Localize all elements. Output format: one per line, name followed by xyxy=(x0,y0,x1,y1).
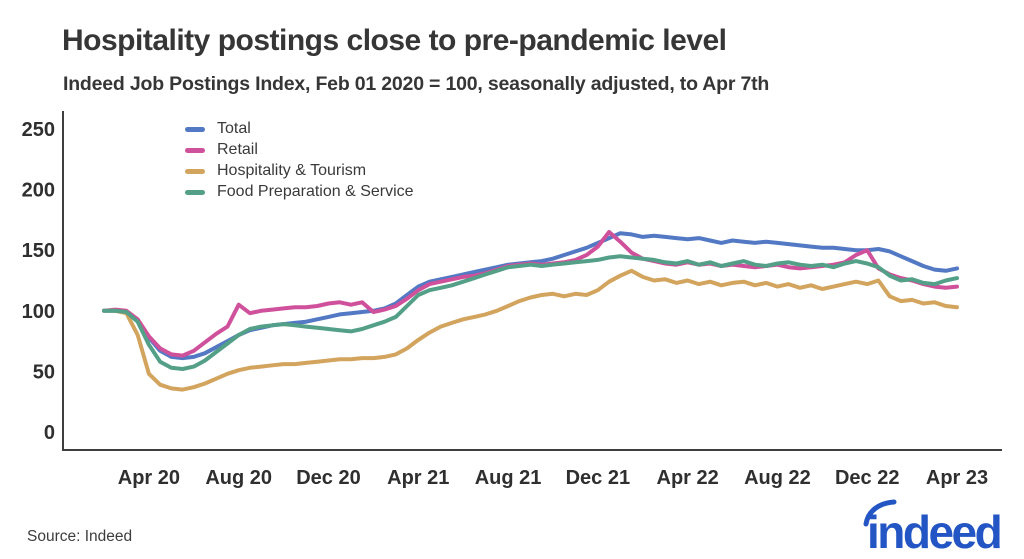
x-tick-label: Apr 23 xyxy=(926,467,988,489)
legend-swatch-icon xyxy=(185,147,205,153)
legend-item-total: Total xyxy=(185,120,414,138)
y-tick-label: 150 xyxy=(22,240,55,262)
x-tick-label: Apr 20 xyxy=(118,467,180,489)
legend-item-hospitality-tourism: Hospitality & Tourism xyxy=(185,162,414,180)
legend-item-food-preparation-service: Food Preparation & Service xyxy=(185,183,414,201)
x-axis-tick-labels: Apr 20 Aug 20 Dec 20 Apr 21 Aug 21 Dec 21 Apr … xyxy=(118,467,988,489)
x-tick-label: Dec 21 xyxy=(566,467,631,489)
indeed-logo-text: indeed xyxy=(867,506,1001,558)
x-tick-label: Apr 21 xyxy=(387,467,449,489)
y-tick-label: 200 xyxy=(22,180,55,202)
legend-label: Hospitality & Tourism xyxy=(217,162,367,179)
x-tick-label: Dec 20 xyxy=(296,467,361,489)
y-tick-label: 250 xyxy=(22,119,55,141)
indeed-logo-swoosh-icon xyxy=(863,499,897,527)
y-tick-label: 0 xyxy=(44,422,55,444)
axes xyxy=(62,111,1002,451)
y-tick-label: 50 xyxy=(33,361,55,383)
y-axis-tick-labels: 0 50 100 150 200 250 xyxy=(22,119,55,444)
page-subtitle: Indeed Job Postings Index, Feb 01 2020 =… xyxy=(63,73,770,95)
legend-label: Food Preparation & Service xyxy=(217,183,414,200)
x-tick-label: Aug 20 xyxy=(205,467,272,489)
series-line-hospitality-tourism xyxy=(102,268,959,392)
x-tick-label: Aug 22 xyxy=(744,467,811,489)
chart-legend: Total Retail Hospitality & Tourism Food Pre… xyxy=(185,120,414,201)
legend-swatch-icon xyxy=(185,189,205,195)
x-tick-label: Apr 22 xyxy=(657,467,719,489)
legend-label: Total xyxy=(217,120,251,137)
indeed-logo: indeed xyxy=(863,499,1003,558)
x-tick-label: Aug 21 xyxy=(475,467,542,489)
series-line-food-preparation-service xyxy=(102,254,959,371)
legend-item-retail: Retail xyxy=(185,141,414,159)
page-title: Hospitality postings close to pre-pandem… xyxy=(62,24,727,57)
legend-label: Retail xyxy=(217,141,258,158)
x-tick-label: Dec 22 xyxy=(835,467,900,489)
legend-swatch-icon xyxy=(185,168,205,174)
series-lines xyxy=(102,230,959,392)
source-note: Source: Indeed xyxy=(27,528,133,545)
y-tick-label: 100 xyxy=(22,301,55,323)
legend-swatch-icon xyxy=(185,126,205,132)
